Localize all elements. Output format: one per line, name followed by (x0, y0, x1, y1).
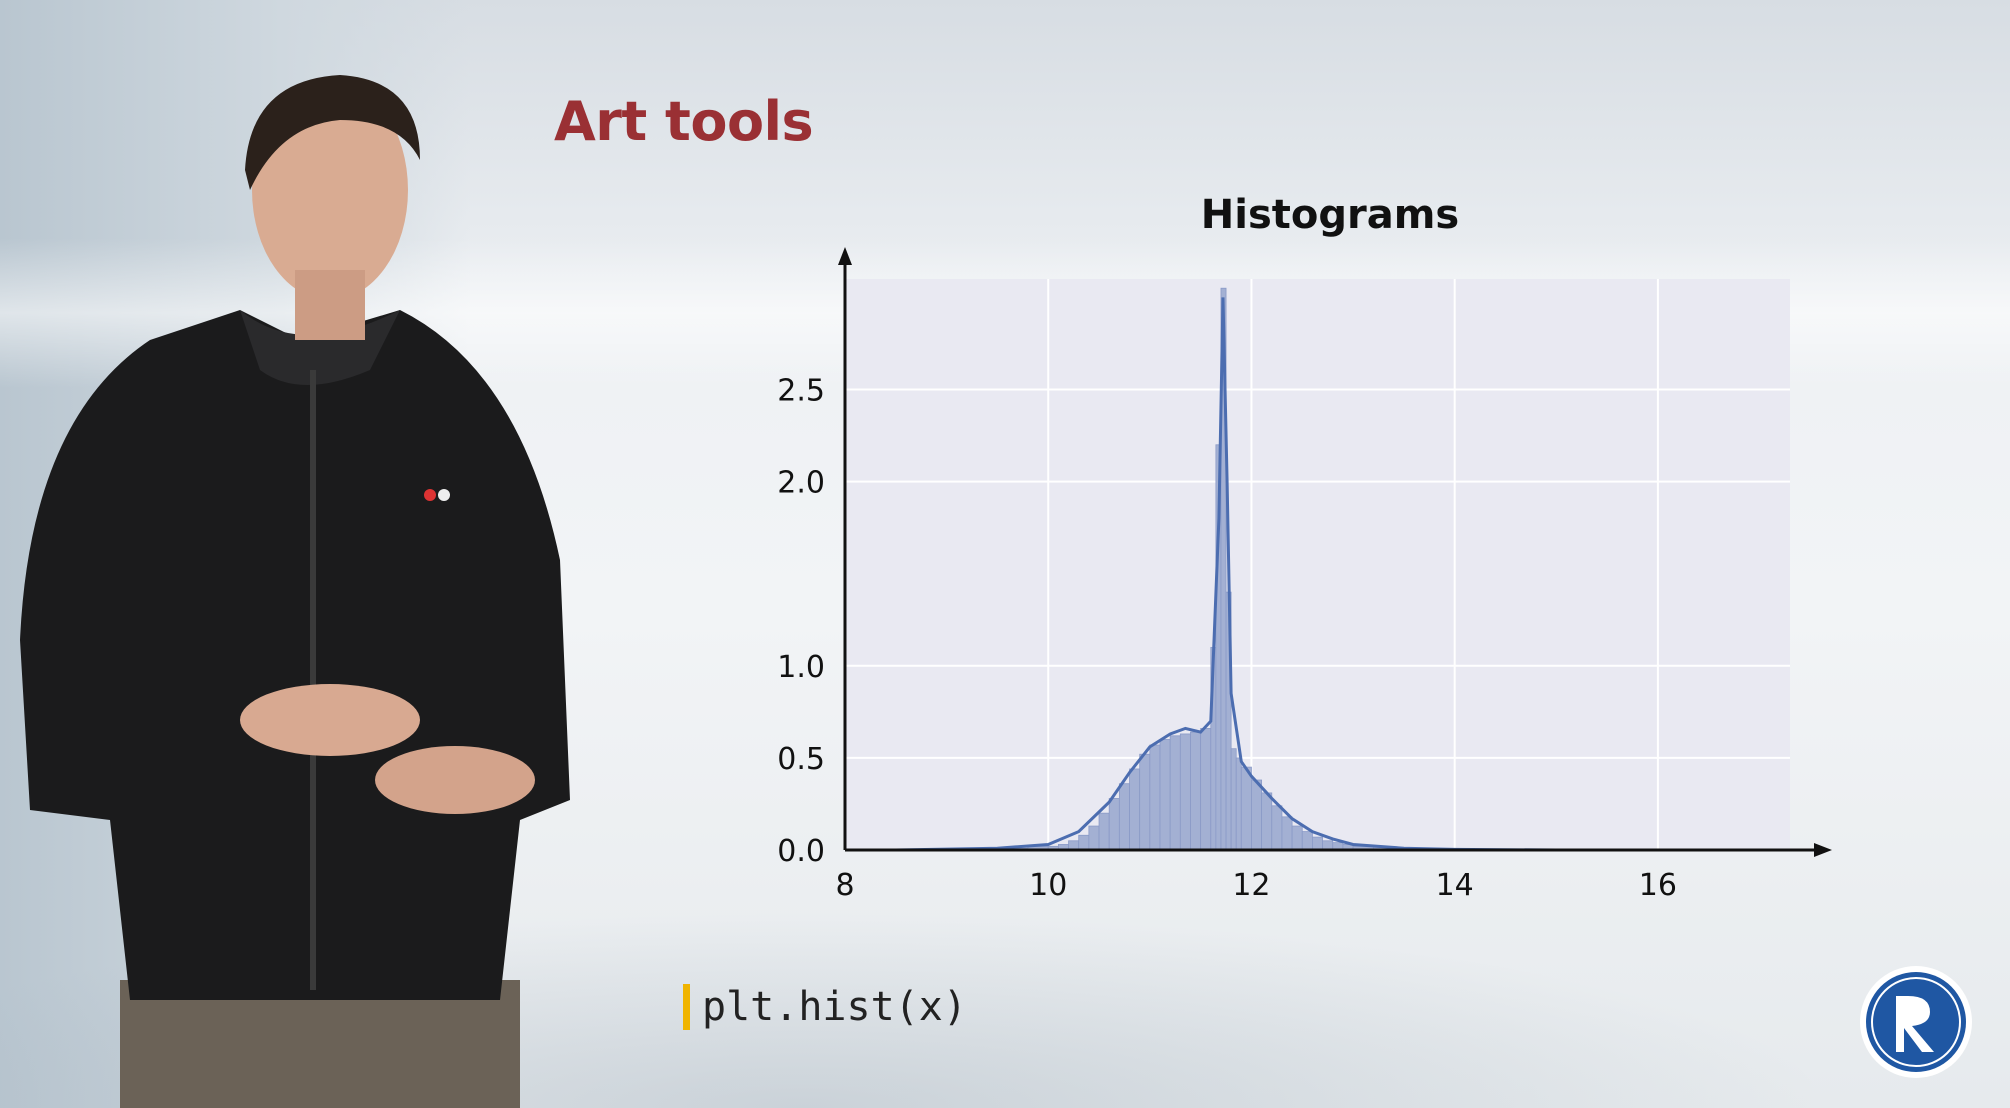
histogram-bar (1281, 816, 1293, 851)
histogram-bar (1301, 831, 1313, 851)
histogram-bar (1271, 805, 1283, 851)
x-axis-arrow (1814, 843, 1832, 857)
code-marker (683, 984, 690, 1030)
x-tick-label: 14 (1436, 868, 1474, 903)
slide-title: Art tools (554, 90, 814, 153)
histogram-bar (1251, 779, 1263, 851)
histogram-bar (1200, 728, 1212, 851)
histogram-bar (1312, 836, 1323, 851)
histogram-bar (1159, 739, 1171, 851)
y-tick-label: 0.5 (777, 742, 825, 777)
histogram-bar (1108, 798, 1120, 851)
histogram-bar (1078, 834, 1090, 851)
histogram-chart: 8 10 12 14 16 0.0 0.5 1.0 2.0 2.5 (777, 247, 1832, 903)
code-snippet: plt.hist(x) (683, 984, 967, 1030)
y-axis-arrow (838, 247, 852, 265)
y-tick-label: 2.0 (777, 466, 825, 501)
histogram-bar (1240, 766, 1252, 851)
y-tick-label: 0.0 (777, 834, 825, 869)
histogram-bar (1118, 783, 1130, 851)
histogram-bar (1190, 731, 1202, 851)
plot-area (845, 279, 1790, 850)
histogram-bar (1149, 744, 1161, 851)
histogram-bar (1230, 748, 1237, 851)
histogram-bar (1098, 812, 1110, 851)
y-tick-label: 1.0 (777, 650, 825, 685)
university-logo (1860, 966, 1972, 1078)
histogram-bar (1235, 757, 1242, 851)
histogram-bar (1129, 768, 1141, 851)
x-tick-label: 12 (1232, 868, 1270, 903)
chart-title: Histograms (1200, 192, 1460, 238)
histogram-bar (1261, 792, 1273, 851)
code-text: plt.hist(x) (702, 984, 967, 1030)
histogram-bar (1169, 735, 1181, 851)
histogram-bar (1088, 825, 1100, 851)
histogram-bar (1139, 753, 1151, 851)
presenter-image (20, 75, 570, 1108)
x-tick-label: 10 (1029, 868, 1067, 903)
y-tick-label: 2.5 (777, 374, 825, 409)
x-tick-label: 16 (1639, 868, 1677, 903)
kde-line (895, 297, 1760, 852)
histogram-bar (1179, 733, 1191, 851)
histogram-bar (1291, 825, 1303, 851)
x-tick-label: 8 (835, 868, 854, 903)
